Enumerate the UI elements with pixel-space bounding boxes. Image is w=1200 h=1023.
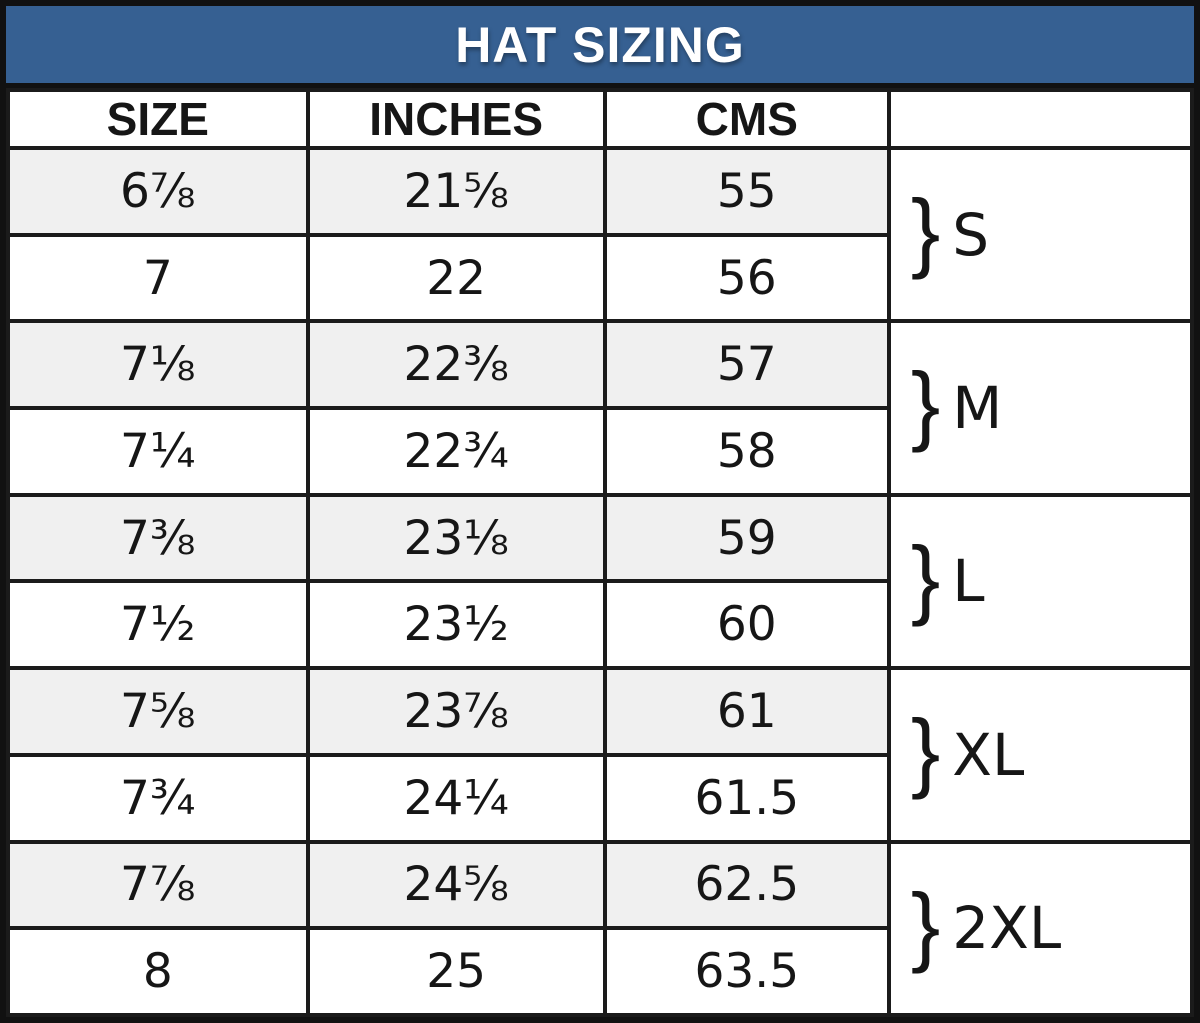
header-row: SIZE INCHES CMS — [6, 88, 1195, 150]
group-cell: } L — [886, 492, 1195, 671]
inches-cell: 22¾ — [305, 406, 607, 497]
group-label: S — [952, 200, 990, 269]
cms-cell: 58 — [602, 406, 891, 497]
inches-cell: 23⅛ — [305, 492, 607, 584]
inches-cell: 23½ — [305, 579, 607, 671]
inches-cell: 25 — [305, 926, 607, 1017]
cms-cell: 61.5 — [602, 752, 891, 844]
brace-glyph: } — [910, 527, 941, 627]
table-row: 7⅞ 24⅝ 62.5} 2XL — [6, 839, 1195, 1017]
size-cell: 7⅞ — [6, 839, 310, 931]
inches-cell: 23⅞ — [305, 666, 607, 757]
inches-cell: 24¼ — [305, 752, 607, 844]
group-cell: } S — [886, 145, 1195, 324]
table-row: 6⅞ 21⅝ 55} S — [6, 145, 1195, 324]
table-container: SIZE INCHES CMS 6⅞ 21⅝ 55} S 7 22 56 7⅛ 22⅜ 57} M 7… — [6, 88, 1195, 1017]
size-cell: 7¾ — [6, 752, 310, 844]
column-header-empty — [886, 88, 1195, 150]
column-header-size: SIZE — [6, 88, 310, 150]
cms-cell: 57 — [602, 319, 891, 411]
cms-cell: 59 — [602, 492, 891, 584]
table-row: 7¾ 24¼ 61.5 — [6, 752, 1192, 844]
cms-cell: 55 — [602, 146, 891, 237]
group-label: 2XL — [952, 894, 1062, 963]
title-bar: HAT SIZING — [6, 6, 1194, 88]
brace-glyph: } — [910, 874, 941, 974]
size-cell: 7 — [6, 232, 310, 324]
cms-cell: 62.5 — [602, 839, 891, 931]
brace-glyph: } — [910, 181, 941, 281]
cms-cell: 61 — [602, 666, 891, 757]
size-cell: 7⅝ — [6, 666, 310, 757]
size-cell: 7⅜ — [6, 492, 310, 584]
brace-glyph: } — [910, 354, 941, 454]
table-row: 7½ 23½ 60 — [6, 579, 1192, 671]
table-row: 7¼ 22¾ 58 — [6, 406, 1192, 497]
cms-cell: 60 — [602, 579, 891, 671]
table-row: 7⅝ 23⅞ 61} XL — [6, 666, 1195, 844]
group-label: XL — [952, 720, 1025, 789]
size-cell: 6⅞ — [6, 146, 310, 237]
size-cell: 7½ — [6, 579, 310, 671]
table-row: 7⅛ 22⅜ 57} M — [6, 319, 1195, 497]
column-header-cms: CMS — [602, 88, 891, 150]
cms-cell: 63.5 — [602, 926, 891, 1017]
inches-cell: 21⅝ — [305, 146, 607, 237]
page-title: HAT SIZING — [455, 16, 745, 73]
inches-cell: 22⅜ — [305, 319, 607, 411]
group-cell: } XL — [886, 666, 1195, 844]
inches-cell: 24⅝ — [305, 839, 607, 931]
cms-cell: 56 — [602, 232, 891, 324]
size-cell: 7⅛ — [6, 319, 310, 411]
size-cell: 8 — [6, 926, 310, 1017]
brace-glyph: } — [910, 701, 941, 801]
table-row: 8 25 63.5 — [6, 926, 1192, 1017]
table-row: 7⅜ 23⅛ 59} L — [6, 492, 1195, 671]
group-label: M — [952, 374, 1003, 443]
group-label: L — [952, 547, 985, 616]
group-cell: } M — [886, 319, 1195, 497]
group-cell: } 2XL — [886, 839, 1195, 1017]
inches-cell: 22 — [305, 232, 607, 324]
size-cell: 7¼ — [6, 406, 310, 497]
hat-sizing-table: SIZE INCHES CMS 6⅞ 21⅝ 55} S 7 22 56 7⅛ 22⅜ 57} M 7… — [6, 88, 1195, 1017]
column-header-inches: INCHES — [305, 88, 607, 150]
table-row: 7 22 56 — [6, 232, 1192, 324]
